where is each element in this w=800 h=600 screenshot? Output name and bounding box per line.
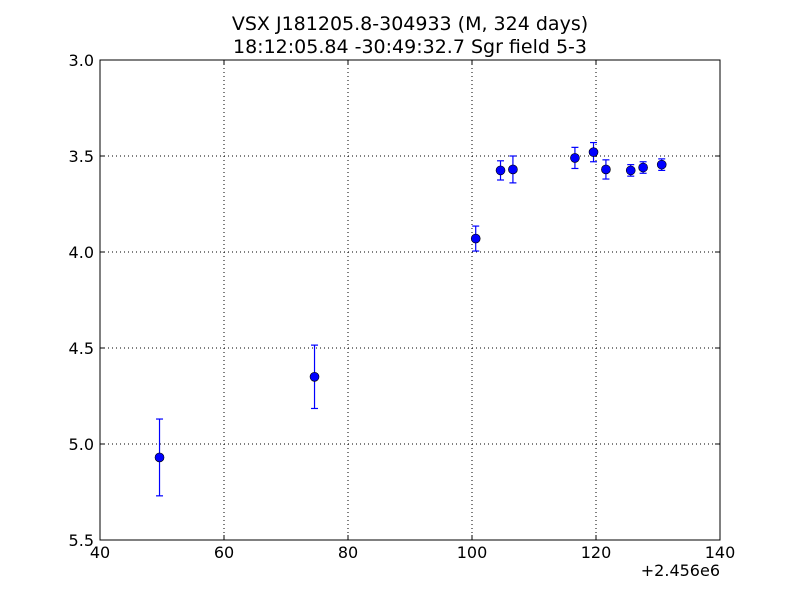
data-point: [638, 162, 648, 173]
data-point: [570, 153, 580, 163]
data-point: [495, 165, 506, 176]
y-tick-label: 5.0: [69, 435, 94, 454]
data-point-group: [570, 146, 580, 170]
data-series: [154, 141, 667, 497]
x-tick-label: 80: [338, 543, 358, 562]
x-tick-label: 140: [705, 543, 736, 562]
data-point-group: [154, 418, 165, 497]
grid: [100, 60, 720, 540]
data-point: [508, 164, 518, 175]
x-tick-label: 100: [457, 543, 488, 562]
x-tick-label: 120: [581, 543, 612, 562]
x-offset-label: +2.456e6: [641, 561, 720, 580]
data-point-group: [656, 158, 667, 171]
data-point-group: [470, 225, 481, 252]
x-tick-label: 60: [214, 543, 234, 562]
data-point-group: [588, 141, 599, 163]
data-point: [625, 165, 636, 176]
chart-title-line-1: VSX J181205.8-304933 (M, 324 days): [232, 13, 588, 35]
plot-frame: [99, 59, 721, 541]
data-point: [470, 233, 481, 244]
y-tick-label: 3.5: [69, 147, 94, 166]
data-point: [656, 159, 667, 170]
data-point: [601, 164, 611, 175]
y-tick-label: 5.5: [69, 531, 94, 550]
y-tick-label: 4.0: [69, 243, 94, 262]
data-point: [154, 452, 165, 463]
data-point-group: [309, 344, 320, 410]
x-tick-label: 40: [90, 543, 110, 562]
y-tick-label: 3.0: [69, 51, 94, 70]
data-point-group: [625, 164, 636, 177]
data-point-group: [508, 155, 518, 184]
chart-title-line-2: 18:12:05.84 -30:49:32.7 Sgr field 5-3: [233, 36, 587, 58]
data-point-group: [638, 161, 648, 174]
y-tick-label: 4.5: [69, 339, 94, 358]
axis-ticks: 40 60 80 100 120 140 3.0 3.5 4.0 4.5 5.0 5.5: [69, 51, 736, 562]
data-point-group: [601, 159, 611, 180]
data-point: [309, 371, 320, 382]
data-point-group: [495, 160, 506, 181]
data-point: [588, 147, 599, 157]
